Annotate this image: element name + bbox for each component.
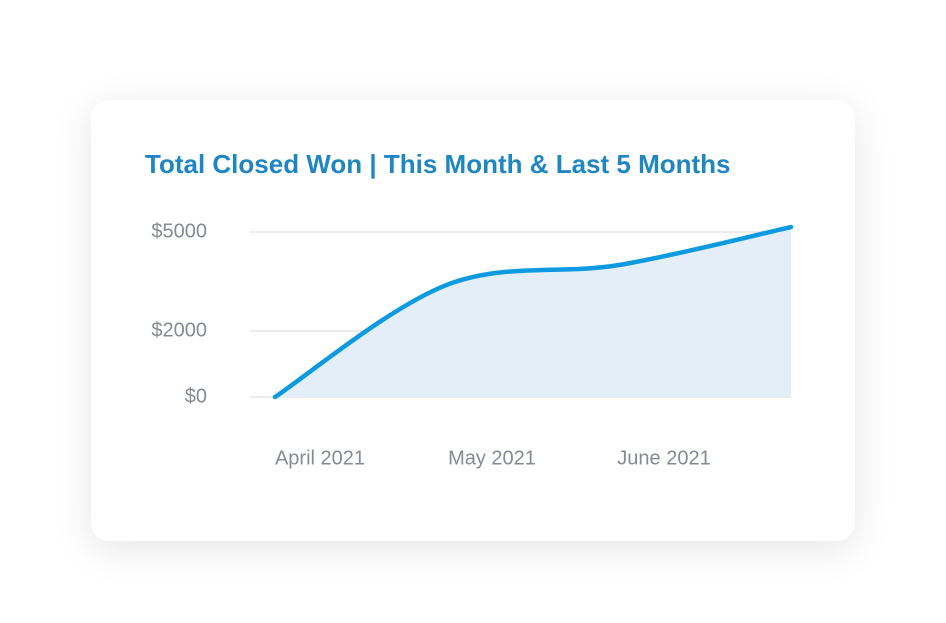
line xyxy=(272,224,794,400)
area xyxy=(275,227,791,397)
y-tick-label: $2000 xyxy=(151,319,207,341)
chart-title: Total Closed Won | This Month & Last 5 M… xyxy=(145,149,731,179)
y-tick-label: $5000 xyxy=(151,220,207,242)
x-tick-label: June 2021 xyxy=(617,447,710,469)
x-tick-label: May 2021 xyxy=(448,447,536,469)
x-tick-label: April 2021 xyxy=(275,447,365,469)
y-tick-label: $0 xyxy=(185,385,207,407)
